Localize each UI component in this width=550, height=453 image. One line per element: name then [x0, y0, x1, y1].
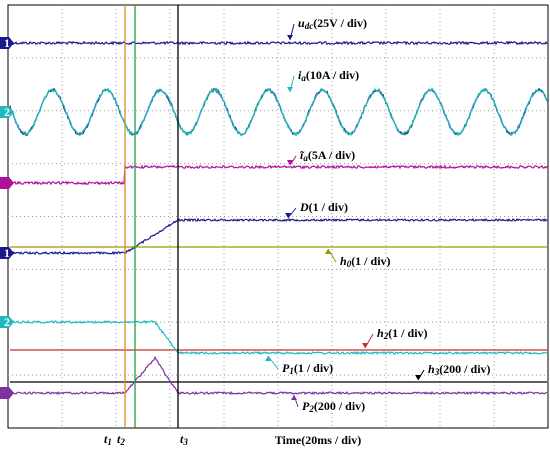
- trace-label: h0(1 / div): [340, 254, 391, 269]
- channel-marker: [0, 247, 14, 259]
- label-symbol: u: [298, 16, 305, 30]
- waveform: [9, 40, 548, 46]
- label-symbol: i: [298, 68, 302, 82]
- label-arrow: [289, 155, 297, 166]
- label-scale: (1 / div): [294, 361, 333, 375]
- cursor-subscript: 3: [182, 437, 188, 447]
- cursor-subscript: 2: [119, 437, 125, 447]
- label-scale: (10A / div): [306, 68, 359, 82]
- label-subscript: 3: [434, 367, 440, 377]
- label-arrow: [287, 207, 297, 219]
- label-symbol: h: [377, 326, 384, 340]
- cursor-symbol: t: [104, 432, 108, 446]
- label-symbol: h: [428, 362, 435, 376]
- waveform: [9, 217, 548, 256]
- arrow-head: [325, 249, 331, 254]
- label-scale: (1 / div): [388, 326, 427, 340]
- arrow-head: [287, 160, 293, 165]
- arrow-head: [285, 213, 291, 218]
- waveform: [9, 355, 548, 396]
- arrow-head: [291, 395, 297, 400]
- label-scale: (1 / div): [351, 254, 390, 268]
- label-subscript: a: [303, 153, 308, 163]
- channel-number: 1: [4, 36, 10, 50]
- x-axis-label: Time(20ms / div): [275, 433, 361, 447]
- cursor-symbol: t: [180, 432, 184, 446]
- trace-label: P1(1 / div): [282, 361, 333, 376]
- grid: [8, 5, 548, 428]
- label-arrow: [327, 248, 337, 263]
- arrow-head: [265, 356, 271, 361]
- channel-marker: [0, 387, 14, 399]
- label-subscript: dc: [305, 21, 314, 31]
- cursor-label: t3: [180, 432, 188, 447]
- label-scale: (25V / div): [313, 16, 367, 30]
- label-subscript: 0: [347, 259, 352, 269]
- label-scale: (200 / div): [314, 399, 365, 413]
- trace-label: udc(25V / div): [298, 16, 367, 31]
- label-subscript: 2: [383, 331, 389, 341]
- waveform: [9, 320, 548, 356]
- label-symbol: P: [282, 361, 290, 375]
- channel-number: 1: [4, 246, 10, 260]
- channel-marker: [0, 37, 14, 49]
- label-scale: (5A / div): [308, 148, 355, 162]
- label-symbol: ĩ: [300, 148, 305, 162]
- trace-label: P2(200 / div): [302, 399, 365, 414]
- trace-label: h3(200 / div): [428, 362, 491, 377]
- label-symbol: P: [302, 399, 310, 413]
- label-symbol: D: [299, 200, 309, 214]
- waveform: [9, 163, 548, 186]
- label-subscript: a: [301, 73, 306, 83]
- trace-label: ia(10A / div): [298, 68, 359, 83]
- label-symbol: h: [340, 254, 347, 268]
- arrow-head: [362, 343, 368, 348]
- arrow-head: [287, 87, 293, 92]
- channel-number: 2: [4, 315, 10, 329]
- waveform: [9, 87, 548, 137]
- cursor-label: t2: [117, 432, 125, 447]
- cursor-symbol: t: [117, 432, 121, 446]
- label-subscript: 1: [289, 366, 294, 376]
- cursor-label: t1: [104, 432, 112, 447]
- label-subscript: 2: [308, 404, 314, 414]
- channel-marker: [0, 177, 14, 189]
- label-scale: (200 / div): [439, 362, 490, 376]
- trace-label: D(1 / div): [299, 200, 348, 214]
- channel-marker: [0, 106, 14, 118]
- trace-label: h2(1 / div): [377, 326, 428, 341]
- channel-marker: [0, 316, 14, 328]
- label-scale: (1 / div): [309, 200, 348, 214]
- arrow-head: [287, 35, 293, 40]
- cursor-subscript: 1: [107, 437, 112, 447]
- trace-label: ĩa(5A / div): [300, 148, 355, 163]
- channel-number: 2: [4, 105, 10, 119]
- waveforms: [9, 5, 548, 428]
- arrow-head: [415, 375, 421, 380]
- label-arrow: [267, 355, 279, 370]
